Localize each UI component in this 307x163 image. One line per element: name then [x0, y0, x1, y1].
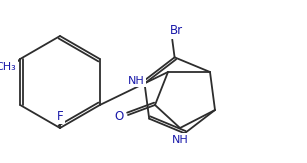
Text: NH: NH [172, 135, 188, 145]
Text: O: O [115, 111, 124, 124]
Text: F: F [57, 110, 63, 123]
Text: Br: Br [170, 24, 183, 37]
Text: CH₃: CH₃ [0, 62, 17, 72]
Text: NH: NH [127, 75, 144, 86]
